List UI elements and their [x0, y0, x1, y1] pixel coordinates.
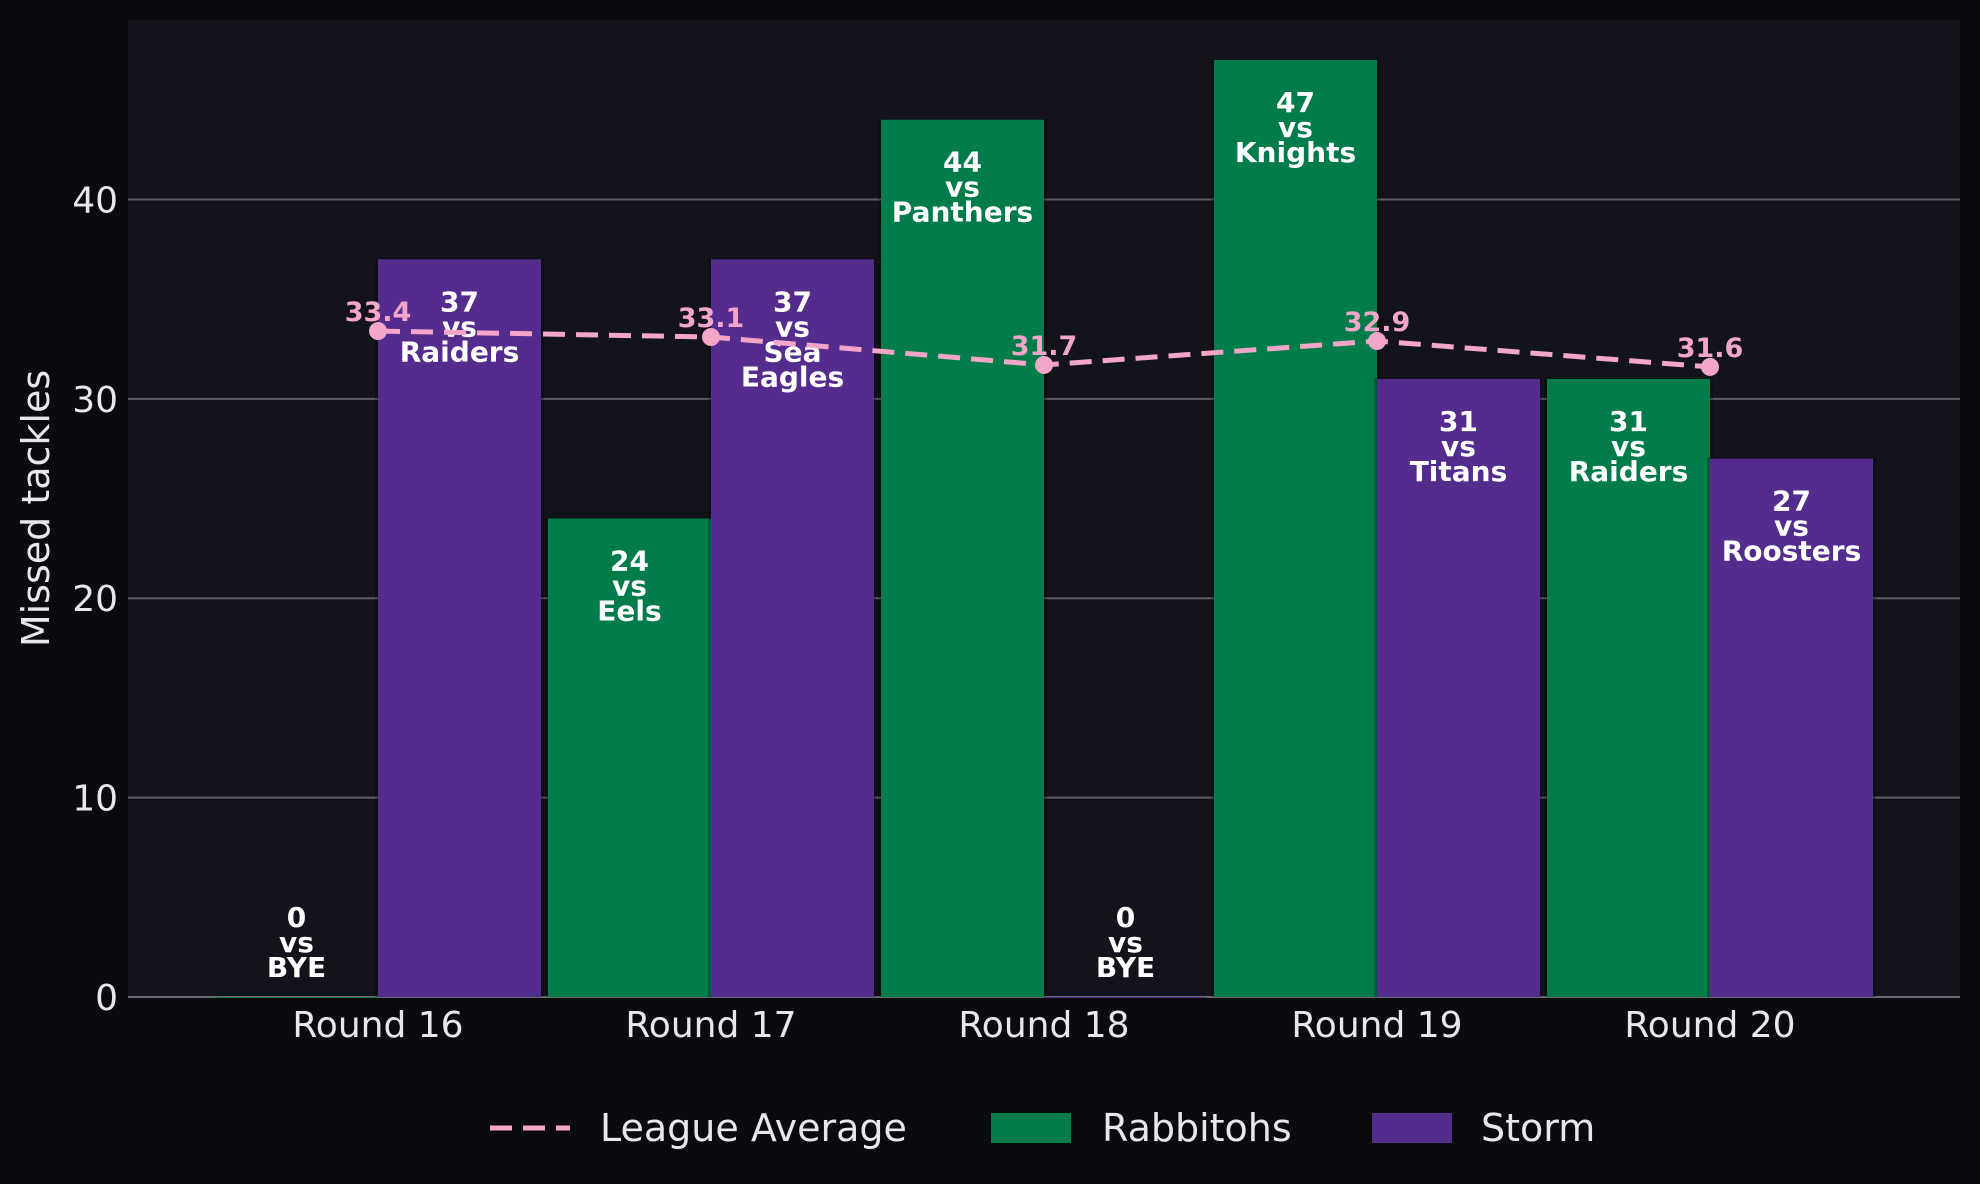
legend-swatch-storm [1372, 1113, 1452, 1143]
league-average-value-label: 31.6 [1677, 333, 1744, 364]
x-tick-label: Round 20 [1624, 1005, 1795, 1046]
legend-swatch-rabbitohs [991, 1113, 1071, 1143]
bar-data-label-line: vs [775, 310, 810, 343]
league-average-value-label: 32.9 [1344, 307, 1411, 338]
league-average-point [1368, 332, 1386, 351]
bar-data-label-line: 0 [1116, 901, 1135, 934]
x-tick-label: Round 17 [625, 1005, 796, 1046]
bar-rabbitohs [548, 518, 711, 997]
x-tick-label: Round 19 [1291, 1005, 1462, 1046]
bar-data-label-line: 37 [773, 285, 812, 318]
league-average-point [702, 328, 720, 347]
y-tick-label: 10 [72, 779, 118, 820]
bar-data-label: 47 vs Knights [1235, 86, 1356, 169]
bar-storm [711, 259, 874, 997]
bar-rabbitohs [1214, 59, 1377, 997]
bar-data-label-line: vs [945, 171, 980, 204]
bar-data-label: 44 vs Panthers [892, 146, 1033, 229]
y-axis-label: Missed tackles [14, 370, 58, 647]
bar-data-label-line: vs [1278, 111, 1313, 144]
bar-rabbitohs [215, 997, 378, 998]
bar-data-label: 27 vs Roosters [1722, 485, 1862, 568]
y-tick-label: 30 [72, 380, 118, 421]
bar-data-label-line: vs [1108, 926, 1143, 959]
bar-data-label: 31 vs Titans [1410, 405, 1508, 488]
bar-rabbitohs [1547, 378, 1710, 997]
bar-data-label: 37 vs Sea Eagles [741, 285, 844, 393]
bar-data-label-line: 31 [1609, 405, 1648, 438]
bar-data-label-line: vs [1611, 430, 1646, 463]
y-tick-label: 20 [72, 579, 118, 620]
bar-data-label-line: Roosters [1722, 535, 1862, 568]
bar-storm [1710, 458, 1873, 997]
league-average-point [1701, 357, 1719, 376]
bar-data-label-line: BYE [267, 951, 326, 984]
bar-storm [378, 259, 541, 997]
bar-data-label-line: vs [1441, 430, 1476, 463]
legend-label: Storm [1481, 1106, 1595, 1150]
bar-data-label-line: Titans [1410, 455, 1508, 488]
bar-storm [1377, 378, 1540, 997]
bar-data-label: 0 vs BYE [1096, 901, 1155, 984]
bar-data-label: 37 vs Raiders [400, 285, 520, 368]
league-average-value-label: 33.4 [345, 297, 412, 328]
bar-data-label-line: vs [279, 926, 314, 959]
bar-data-label-line: Eels [597, 594, 661, 627]
bar-data-label: 31 vs Raiders [1569, 405, 1689, 488]
x-tick-label: Round 18 [958, 1005, 1129, 1046]
bar-data-label-line: Raiders [400, 335, 520, 368]
bar-data-label-line: vs [612, 569, 647, 602]
x-tick-label: Round 16 [292, 1005, 463, 1046]
bar-data-label-line: 47 [1276, 86, 1315, 119]
bar-data-label-line: 44 [943, 146, 982, 179]
bar-storm [1044, 997, 1207, 998]
bar-data-label-line: 0 [287, 901, 306, 934]
bar-data-label-line: 31 [1439, 405, 1478, 438]
bar-rabbitohs [881, 119, 1044, 998]
legend-label: League Average [600, 1106, 907, 1150]
bar-data-label-line: Eagles [741, 360, 844, 393]
y-tick-label: 0 [95, 978, 118, 1019]
league-average-value-label: 31.7 [1011, 331, 1078, 362]
bar-data-label-line: Panthers [892, 196, 1033, 229]
legend-label: Rabbitohs [1102, 1106, 1292, 1150]
bar-data-label-line: 37 [440, 285, 479, 318]
bar-data-label-line: vs [1774, 510, 1809, 543]
league-average-value-label: 33.1 [678, 303, 745, 334]
league-average-point [369, 322, 387, 341]
league-average-point [1035, 355, 1053, 374]
bar-data-label-line: Raiders [1569, 455, 1689, 488]
bar-data-label-line: BYE [1096, 951, 1155, 984]
bar-data-label-line: Knights [1235, 136, 1356, 169]
bar-data-label-line: Sea [763, 335, 821, 368]
bar-data-label: 24 vs Eels [597, 544, 661, 627]
bar-data-label-line: 24 [610, 544, 649, 577]
bar-data-label: 0 vs BYE [267, 901, 326, 984]
y-tick-label: 40 [72, 180, 118, 221]
bar-data-label-line: 27 [1772, 485, 1811, 518]
bar-data-label-line: vs [442, 310, 477, 343]
